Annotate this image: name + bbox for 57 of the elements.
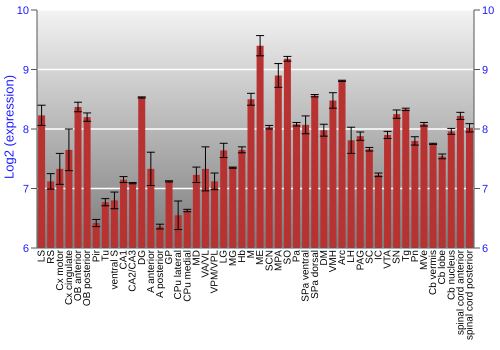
y2-tick-label: 6: [482, 242, 488, 255]
x-tick-label: VPM/VPL: [210, 250, 221, 294]
x-tick-label: Hb: [236, 250, 248, 263]
x-tick-label: Pa: [292, 250, 303, 262]
x-tick-label: SPa ventral: [300, 250, 312, 302]
x-tick-label: Pn: [410, 250, 421, 262]
x-tick-label: MPA: [273, 250, 284, 271]
x-tick-label: GP: [164, 250, 176, 264]
y2-tick-label: 7: [482, 183, 488, 196]
x-tick-label: DG: [136, 250, 148, 265]
y-axis-title: Log2 (expression): [2, 74, 17, 179]
x-tick-label: Cb lobe: [437, 250, 448, 284]
y-tick-label: 8: [22, 124, 29, 136]
x-tick-label: A posterior: [155, 249, 166, 298]
x-tick-label: Cx motor: [54, 249, 66, 291]
x-tick-label: VTA: [382, 250, 394, 269]
x-tick-label: spinal cord anterior: [455, 249, 466, 336]
x-tick-label: MVe: [419, 250, 430, 270]
y-tick-label: 6: [22, 242, 29, 255]
x-tick-label: SN: [392, 250, 403, 264]
x-tick-label: M: [246, 250, 258, 258]
y-tick-label: 7: [22, 183, 29, 196]
x-tick-label: Cb nucleus: [446, 250, 458, 300]
x-tick-label: LG: [218, 250, 230, 264]
x-tick-label: PAG: [355, 250, 366, 270]
x-tick-label: OB posterior: [82, 249, 94, 306]
x-tick-label: SCN: [264, 250, 276, 272]
x-tick-label: Cx cingulate: [64, 250, 75, 306]
x-tick-label: VMH: [328, 250, 339, 272]
x-tick-label: MD: [191, 250, 202, 266]
x-tick-label: SPa dorsal: [310, 250, 321, 299]
x-tick-label: SO: [282, 250, 294, 264]
y-tick-label: 10: [16, 4, 29, 17]
x-tick-label: DM: [318, 250, 330, 266]
x-tick-label: RS: [46, 250, 57, 264]
x-tick-label: ME: [255, 250, 266, 265]
y-tick-label: 9: [22, 64, 29, 76]
x-tick-label: OB anterior: [73, 249, 84, 302]
x-tick-label: LH: [346, 250, 358, 263]
x-tick-label: Tg: [400, 250, 412, 262]
x-tick-label: A anterior: [146, 249, 157, 293]
y2-tick-label: 9: [482, 64, 488, 76]
x-tick-label: Tu: [100, 250, 112, 262]
x-tick-label: Pir: [91, 249, 102, 262]
x-tick-label: IC: [374, 250, 385, 260]
x-tick-label: CA2/CA3: [128, 250, 139, 292]
x-tick-label: SC: [364, 250, 376, 264]
y2-tick-label: 8: [482, 124, 488, 136]
x-tick-label: CPu lateral: [173, 250, 184, 300]
x-tick-label: ventral S: [109, 250, 120, 290]
x-tick-label: Arc: [337, 250, 348, 265]
y2-tick-label: 10: [482, 4, 494, 17]
x-tick-label: CA1: [118, 250, 130, 270]
x-tick-label: CPu medial: [182, 250, 194, 302]
x-tick-label: MG: [228, 250, 239, 266]
x-tick-label: LS: [36, 250, 48, 262]
x-tick-label: spinal cord posterior: [464, 249, 476, 340]
